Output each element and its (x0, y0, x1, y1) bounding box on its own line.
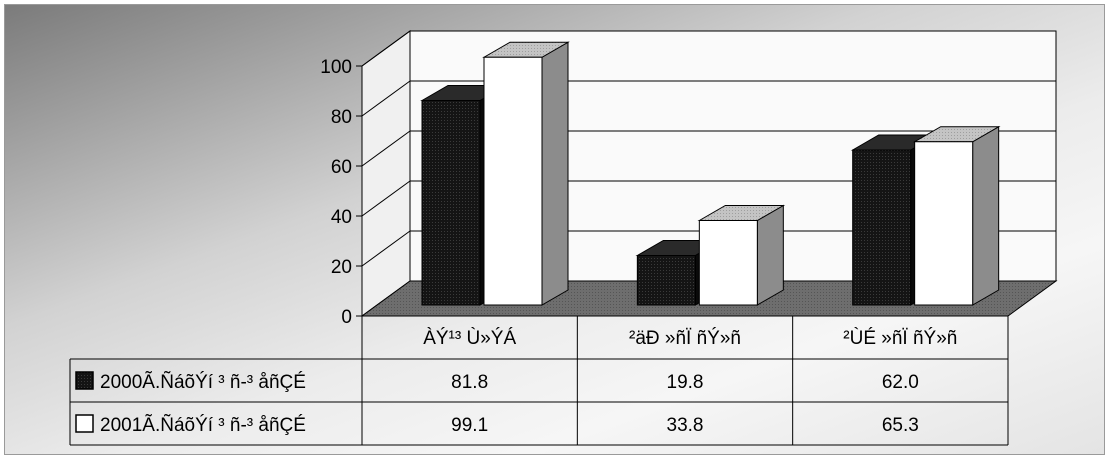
bar (636, 255, 696, 306)
data-label: 62.0 (882, 372, 919, 393)
chart-layer: 0 20 40 60 80 100 ÀÝ¹³ Ù»ÝÁ ²äÐ »ñÏ ñÝ»ñ ²ÙÉ »ñÏ… (69, 30, 1058, 446)
legend-swatch (75, 371, 94, 390)
legend-swatch (75, 414, 94, 433)
side-wall (361, 30, 411, 317)
gridline-side (361, 30, 411, 67)
category-label: ²äÐ »ñÏ ñÝ»ñ (629, 328, 741, 349)
y-tick-label: 80 (331, 107, 352, 128)
bar-side (541, 41, 569, 306)
bar (698, 220, 758, 306)
y-tick-label: 60 (331, 157, 352, 178)
series-name: 2000Ã.ÑáõÝí ³ ñ-³ åñÇÉ (100, 371, 306, 393)
data-label: 33.8 (667, 415, 704, 436)
y-tick-label: 100 (320, 57, 352, 78)
bar (914, 141, 974, 306)
gridline-side (361, 130, 411, 167)
y-tick-label: 20 (331, 257, 352, 278)
gridline-side (361, 230, 411, 267)
data-label: 65.3 (882, 415, 919, 436)
bar (483, 56, 543, 306)
bar-side (756, 204, 784, 306)
series-name: 2001Ã.ÑáõÝí ³ ñ-³ åñÇÉ (100, 414, 306, 436)
gridline-side (361, 180, 411, 217)
data-label: 99.1 (451, 415, 488, 436)
category-label: ÀÝ¹³ Ù»ÝÁ (423, 327, 516, 349)
data-label: 81.8 (451, 372, 488, 393)
bar (852, 149, 912, 306)
data-label: 19.8 (667, 372, 704, 393)
bar-side (972, 125, 1000, 306)
category-label: ²ÙÉ »ñÏ ñÝ»ñ (843, 327, 957, 349)
bar (421, 100, 481, 306)
y-tick-label: 40 (331, 207, 352, 228)
y-tick-label: 0 (341, 307, 352, 328)
gridline-side (361, 80, 411, 117)
